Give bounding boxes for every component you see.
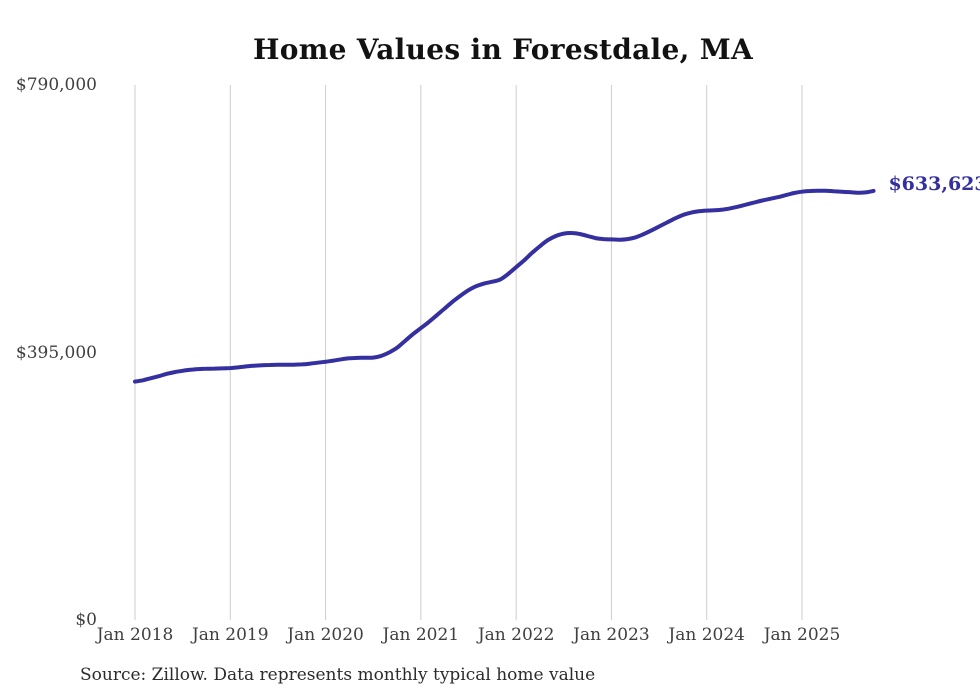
- year-gridlines: [134, 85, 803, 620]
- home-value-line: [133, 188, 876, 384]
- latest-value-label: $633,623: [888, 172, 980, 195]
- chart-title: Home Values in Forestdale, MA: [252, 33, 754, 66]
- source-note: Source: Zillow. Data represents monthly …: [80, 665, 596, 685]
